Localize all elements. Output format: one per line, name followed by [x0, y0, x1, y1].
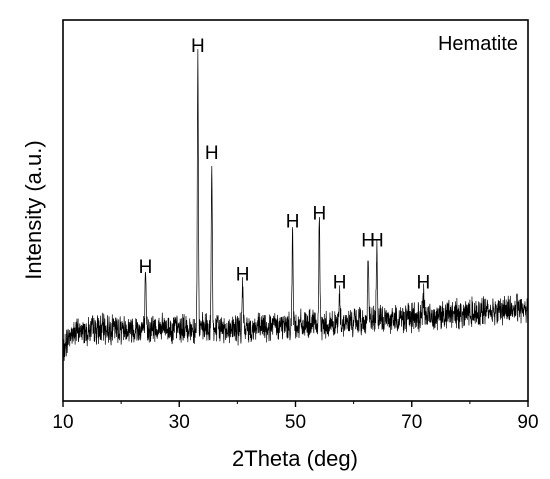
x-tick-label: 90 [517, 412, 538, 433]
x-axis-title: 2Theta (deg) [232, 446, 358, 471]
x-tick-label: 10 [52, 412, 73, 433]
peak-label: H [312, 204, 326, 225]
x-tick-label: 50 [285, 412, 306, 433]
y-axis-title: Intensity (a.u.) [21, 140, 46, 279]
diffraction-trace [62, 49, 529, 361]
peak-label: H [139, 257, 153, 278]
x-tick-label: 70 [401, 412, 422, 433]
peak-label: H [205, 143, 219, 164]
peak-label: H [236, 265, 250, 286]
peak-label: H [191, 36, 205, 57]
peak-label: H [417, 272, 431, 293]
peak-label: H [361, 230, 375, 251]
x-tick-label: 30 [169, 412, 190, 433]
peak-label: H [370, 230, 384, 251]
peak-label: H [333, 272, 347, 293]
peak-label: H [286, 211, 300, 232]
xrd-line [62, 49, 529, 361]
x-ticks: 10 30 50 70 90 [52, 401, 539, 433]
legend-label: Hematite [438, 33, 518, 55]
